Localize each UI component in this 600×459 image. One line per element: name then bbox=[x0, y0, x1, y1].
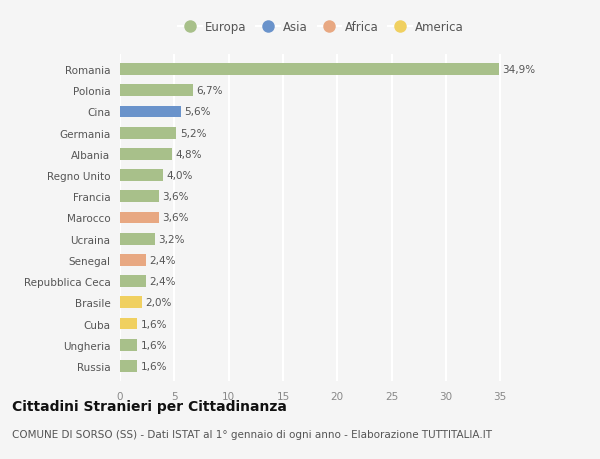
Bar bbox=[120, 276, 146, 287]
Text: 6,7%: 6,7% bbox=[196, 86, 223, 96]
Text: 5,2%: 5,2% bbox=[180, 129, 206, 138]
Bar bbox=[120, 255, 146, 266]
Text: 5,6%: 5,6% bbox=[184, 107, 211, 117]
Text: 4,8%: 4,8% bbox=[175, 150, 202, 160]
Bar bbox=[120, 170, 163, 181]
Text: 3,6%: 3,6% bbox=[163, 192, 189, 202]
Bar bbox=[120, 85, 193, 97]
Text: COMUNE DI SORSO (SS) - Dati ISTAT al 1° gennaio di ogni anno - Elaborazione TUTT: COMUNE DI SORSO (SS) - Dati ISTAT al 1° … bbox=[12, 429, 492, 439]
Bar bbox=[120, 212, 159, 224]
Bar bbox=[120, 233, 155, 245]
Bar bbox=[120, 339, 137, 351]
Text: 1,6%: 1,6% bbox=[140, 340, 167, 350]
Bar bbox=[120, 191, 159, 203]
Text: 3,2%: 3,2% bbox=[158, 234, 185, 244]
Bar bbox=[120, 149, 172, 160]
Bar bbox=[120, 128, 176, 139]
Text: 34,9%: 34,9% bbox=[502, 65, 536, 75]
Text: Cittadini Stranieri per Cittadinanza: Cittadini Stranieri per Cittadinanza bbox=[12, 399, 287, 413]
Text: 2,4%: 2,4% bbox=[149, 276, 176, 286]
Bar bbox=[120, 360, 137, 372]
Bar bbox=[120, 106, 181, 118]
Bar bbox=[120, 318, 137, 330]
Text: 1,6%: 1,6% bbox=[140, 361, 167, 371]
Text: 2,0%: 2,0% bbox=[145, 298, 172, 308]
Bar bbox=[120, 64, 499, 76]
Text: 4,0%: 4,0% bbox=[167, 171, 193, 181]
Text: 2,4%: 2,4% bbox=[149, 255, 176, 265]
Text: 1,6%: 1,6% bbox=[140, 319, 167, 329]
Legend: Europa, Asia, Africa, America: Europa, Asia, Africa, America bbox=[176, 19, 466, 36]
Bar bbox=[120, 297, 142, 308]
Text: 3,6%: 3,6% bbox=[163, 213, 189, 223]
